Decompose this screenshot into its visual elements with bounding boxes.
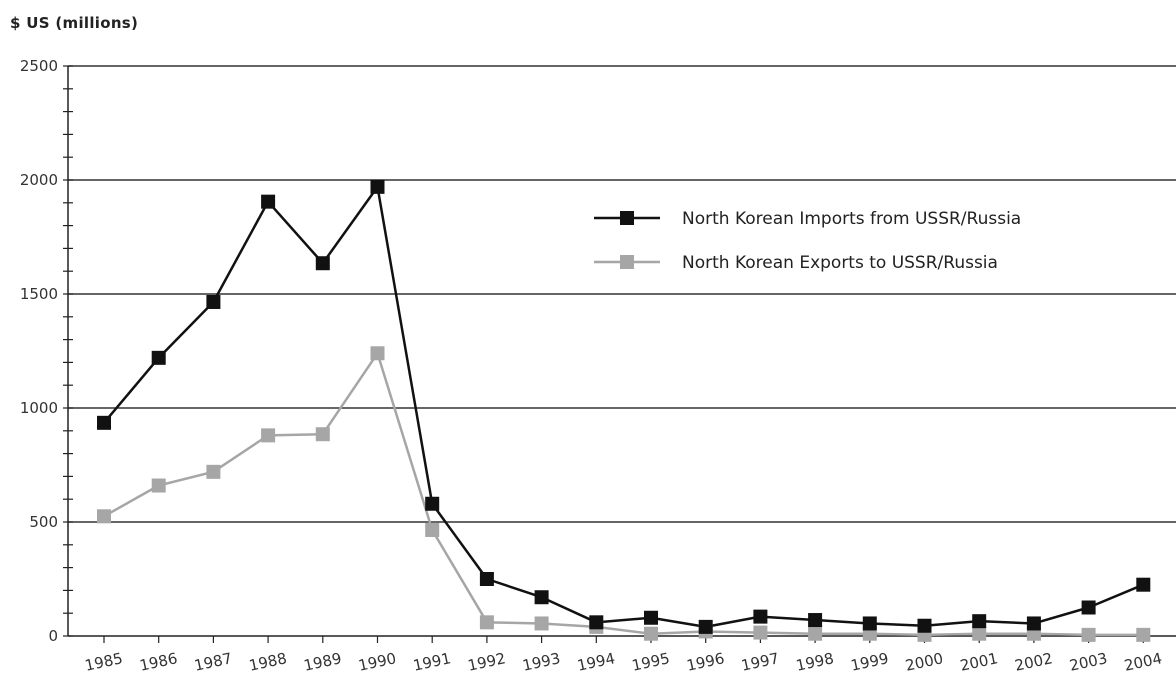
x-tick-labels: 1985 1986 1987 1988 1989 1990 1991 1992 1993 1994… <box>83 649 1163 675</box>
point-series-1 <box>753 625 768 640</box>
point-series-0 <box>698 619 713 634</box>
y-tick-label: 2000 <box>20 171 58 189</box>
x-tick-label: 1994 <box>576 649 617 675</box>
y-tick-label: 500 <box>29 513 58 531</box>
point-series-0 <box>261 194 276 209</box>
point-series-0 <box>644 610 658 625</box>
legend-marker-1 <box>620 255 634 269</box>
gridlines <box>68 65 1176 523</box>
point-series-1 <box>97 509 111 524</box>
point-series-1 <box>315 427 330 442</box>
x-tick-label: 1995 <box>630 649 671 675</box>
point-series-1 <box>151 478 166 493</box>
point-series-0 <box>534 590 549 605</box>
point-series-1 <box>644 626 658 641</box>
y-tick-label: 2500 <box>20 57 58 75</box>
y-tick-label: 0 <box>48 627 58 645</box>
point-series-0 <box>151 350 166 365</box>
x-tick-label: 1986 <box>138 649 179 675</box>
point-series-1 <box>534 616 549 631</box>
legend-label-0: North Korean Imports from USSR/Russia <box>682 209 1021 229</box>
point-series-0 <box>917 618 932 633</box>
y-tick-labels: 0 500 1000 1500 2000 2500 <box>20 57 58 645</box>
point-series-1 <box>370 346 385 361</box>
x-tick-label: 2000 <box>904 649 945 675</box>
x-tick-label: 1999 <box>849 649 890 675</box>
point-series-0 <box>315 256 330 271</box>
y-axis-label: $ US (millions) <box>10 14 139 32</box>
point-series-0 <box>753 609 768 624</box>
legend: North Korean Imports from USSR/Russia Nor… <box>594 209 1021 273</box>
x-tick-label: 1998 <box>794 649 835 675</box>
x-tick-label: 1992 <box>466 649 507 675</box>
y-tick-label: 1000 <box>20 399 58 417</box>
point-series-0 <box>589 615 604 630</box>
point-series-1 <box>808 626 823 641</box>
x-tick-label: 1996 <box>685 649 726 675</box>
point-series-0 <box>370 179 385 194</box>
legend-label-1: North Korean Exports to USSR/Russia <box>682 253 998 273</box>
x-tick-label: 2004 <box>1123 649 1164 675</box>
series-lines <box>97 179 1151 642</box>
series-line-1 <box>103 352 1144 637</box>
x-tick-label: 2001 <box>958 649 999 675</box>
y-tick-label: 1500 <box>20 285 58 303</box>
x-tick-label: 1989 <box>302 649 343 675</box>
x-tick-label: 1987 <box>193 649 234 675</box>
point-series-1 <box>261 428 276 443</box>
x-tick-label: 1990 <box>357 649 398 675</box>
legend-marker-0 <box>620 211 634 225</box>
point-series-0 <box>1026 616 1041 631</box>
x-tick-label: 1991 <box>411 649 452 675</box>
series-line-0 <box>103 185 1144 629</box>
x-tick-label: 2002 <box>1013 649 1054 675</box>
point-series-0 <box>1136 577 1151 592</box>
point-series-1 <box>425 522 440 537</box>
x-tick-label: 1997 <box>740 649 781 675</box>
point-series-0 <box>97 415 111 430</box>
x-tick-label: 1988 <box>247 649 288 675</box>
point-series-0 <box>972 614 987 629</box>
point-series-0 <box>1081 600 1096 615</box>
point-series-0 <box>808 613 823 628</box>
point-series-1 <box>206 464 221 479</box>
x-tick-label: 1985 <box>83 649 124 675</box>
point-series-0 <box>425 496 440 511</box>
point-series-1 <box>972 626 987 641</box>
x-tick-label: 2003 <box>1068 649 1109 675</box>
x-tick-label: 1993 <box>521 649 562 675</box>
point-series-1 <box>1136 627 1151 642</box>
axes <box>63 65 1176 643</box>
point-series-0 <box>206 294 221 309</box>
point-series-1 <box>479 615 494 630</box>
point-series-0 <box>862 616 877 631</box>
point-series-0 <box>479 572 494 586</box>
point-series-1 <box>1081 627 1096 642</box>
